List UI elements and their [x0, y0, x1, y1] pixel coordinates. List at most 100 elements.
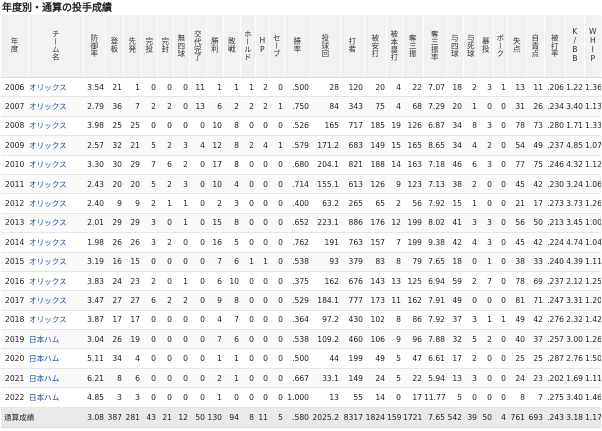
- stat-cell: 42: [526, 232, 544, 253]
- stat-cell: 7.92: [423, 193, 446, 214]
- stat-cell: 37: [526, 329, 544, 350]
- stat-cell: 54: [507, 135, 526, 156]
- stat-cell: 2: [223, 96, 240, 117]
- stat-cell: .273: [544, 193, 565, 214]
- stat-cell: 8: [105, 368, 123, 389]
- total-row: 通算成績 3.08 387 281 43 21 12 50 130 94 8 11 5.580 2025.…: [1, 407, 601, 428]
- stat-cell: 4: [255, 135, 269, 156]
- stat-cell: 3: [173, 174, 189, 195]
- stat-cell: 191: [310, 232, 340, 253]
- stat-cell: 199: [402, 213, 423, 234]
- stat-cell: .714: [284, 174, 310, 195]
- stat-cell: 165: [402, 135, 423, 156]
- stat-cell: 0: [269, 271, 284, 292]
- stat-cell: 49: [446, 290, 463, 311]
- stat-cell: 1: [493, 310, 507, 331]
- team-link[interactable]: オリックス: [28, 213, 83, 234]
- stat-cell: 0: [255, 348, 269, 369]
- column-header-label: 被本塁打: [389, 29, 399, 61]
- stat-cell: 265: [340, 193, 364, 214]
- stat-cell: 3: [463, 310, 478, 331]
- team-link[interactable]: オリックス: [28, 232, 83, 253]
- stat-cell: 1: [173, 193, 189, 214]
- total-stat-cell: 43: [141, 407, 157, 428]
- stat-cell: 0: [157, 348, 173, 369]
- stat-cell: 0: [189, 155, 206, 175]
- stat-cell: .529: [284, 290, 310, 311]
- stat-cell: 1.11: [584, 368, 601, 389]
- stat-cell: 0: [269, 310, 284, 331]
- stat-cell: 26: [105, 232, 123, 253]
- stat-cell: 6.61: [423, 348, 446, 369]
- stat-cell: 33.1: [310, 368, 340, 389]
- team-link[interactable]: オリックス: [28, 116, 83, 137]
- stat-cell: 3.54: [83, 77, 105, 98]
- stat-cell: 0: [240, 155, 255, 175]
- total-stat-cell: 159: [386, 407, 402, 428]
- column-header-label: 無四球: [176, 33, 186, 57]
- team-link[interactable]: オリックス: [28, 271, 83, 292]
- stat-cell: 42: [446, 232, 463, 253]
- stat-cell: 3.31: [565, 290, 584, 311]
- total-stat-cell: 21: [157, 407, 173, 428]
- stat-cell: 34: [105, 348, 123, 369]
- column-header-label: K/BB: [570, 27, 580, 63]
- table-row: 2017 オリックス 3.47 27 27 6 2 2 0 9 8 0 0 0.529 184.1 777 17…: [1, 290, 601, 311]
- stat-cell: 8: [223, 116, 240, 137]
- team-link[interactable]: オリックス: [28, 135, 83, 156]
- total-stat-cell: 542: [446, 407, 463, 428]
- column-header-label: 打者: [347, 37, 357, 53]
- stat-cell: 0: [493, 174, 507, 195]
- header-row: 年度 チーム名 防御率 登板 先発 完投 完封 無四球 交代完了 勝利 敗戦 ホールド HP セーブ 勝率 投…: [1, 15, 602, 78]
- team-link[interactable]: オリックス: [28, 310, 83, 331]
- stat-cell: 5: [463, 329, 478, 350]
- stat-cell: .202: [544, 368, 565, 389]
- stat-cell: 38: [446, 174, 463, 195]
- stat-cell: 49: [526, 135, 544, 156]
- stat-cell: 1: [463, 96, 478, 117]
- stat-cell: .287: [544, 348, 565, 369]
- stat-cell: 821: [340, 155, 364, 175]
- stat-cell: 17: [446, 348, 463, 369]
- stat-cell: 7.18: [423, 155, 446, 175]
- team-link[interactable]: オリックス: [28, 290, 83, 311]
- column-header: 被本塁打: [386, 15, 403, 78]
- team-link[interactable]: 日本ハム: [28, 329, 83, 350]
- stat-cell: 184.1: [310, 290, 340, 311]
- team-link[interactable]: オリックス: [28, 193, 83, 214]
- stat-cell: 4.32: [565, 155, 584, 175]
- stat-cell: 0: [173, 329, 189, 350]
- stat-cell: 7.88: [423, 329, 446, 350]
- stat-cell: 2: [206, 368, 223, 389]
- team-link[interactable]: 日本ハム: [28, 348, 83, 369]
- stat-cell: 5: [141, 135, 157, 156]
- stat-cell: 0: [269, 252, 284, 272]
- stat-cell: 155.1: [310, 174, 340, 195]
- stat-cell: 0: [189, 193, 206, 214]
- stat-cell: 1.42: [584, 310, 601, 331]
- stat-cell: 25: [123, 116, 141, 137]
- stat-cell: 2.12: [565, 271, 584, 292]
- team-link[interactable]: 日本ハム: [28, 368, 83, 389]
- table-row: 2015 オリックス 3.19 16 15 0 0 0 0 7 6 1 1 0.538 93 379 83 8 79…: [1, 252, 601, 272]
- stat-cell: 0: [189, 290, 206, 311]
- team-link[interactable]: 日本ハム: [28, 387, 83, 408]
- table-row: 2018 オリックス 3.87 17 17 0 0 0 0 4 7 0 0 0.364 97.2 430 102…: [1, 310, 601, 331]
- stat-cell: 0: [173, 348, 189, 369]
- column-header: 被安打: [364, 15, 387, 78]
- team-link[interactable]: オリックス: [28, 174, 83, 195]
- stat-cell: 1.98: [83, 232, 105, 253]
- team-link[interactable]: オリックス: [28, 77, 83, 98]
- stat-cell: 6: [223, 252, 240, 272]
- column-header-label: 失点: [512, 37, 522, 53]
- stat-cell: 2: [478, 135, 493, 156]
- stat-cell: 1.20: [584, 290, 601, 311]
- team-link[interactable]: オリックス: [28, 252, 83, 272]
- stat-cell: 0: [493, 213, 507, 234]
- stat-cell: 0: [141, 368, 157, 389]
- stat-cell: 9.38: [423, 232, 446, 253]
- stat-cell: 4: [463, 135, 478, 156]
- team-link[interactable]: オリックス: [28, 155, 83, 175]
- stat-cell: 106: [364, 329, 386, 350]
- team-link[interactable]: オリックス: [28, 96, 83, 117]
